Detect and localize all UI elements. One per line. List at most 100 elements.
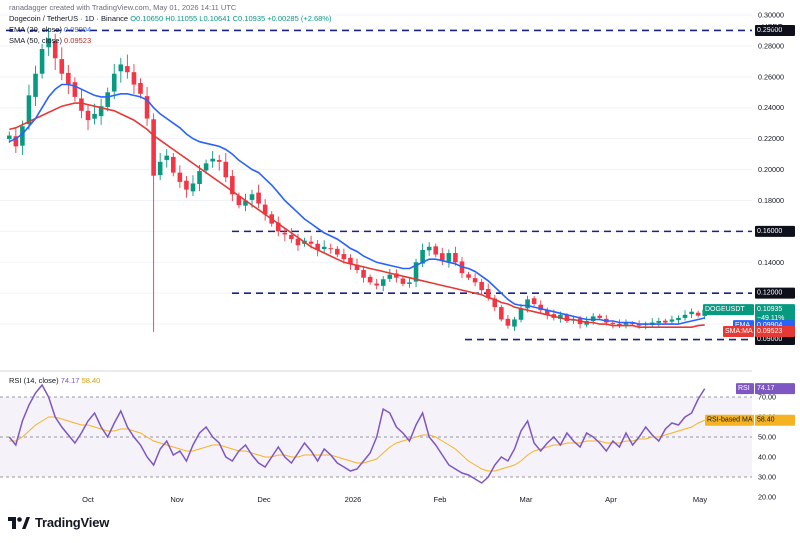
candle-body — [374, 283, 379, 286]
candle-body — [630, 323, 635, 325]
candle-body — [20, 126, 25, 146]
candle-body — [308, 241, 314, 244]
ohlc-values: O0.10650 H0.11055 L0.10641 C0.10935 +0.0… — [130, 14, 332, 23]
candle-body — [610, 322, 616, 325]
candle-body — [243, 200, 248, 206]
candle-body — [59, 59, 65, 74]
candle-body — [85, 110, 91, 121]
candle-body — [164, 155, 170, 160]
candle-body — [656, 321, 662, 323]
rsi-grid — [0, 396, 752, 478]
candle-body — [26, 95, 32, 125]
candle-body — [230, 176, 235, 195]
symbol-tag-text: DOGEUSDT — [705, 306, 745, 313]
last-price-tag-text: −49.11% — [757, 315, 784, 322]
candle-body — [289, 234, 294, 240]
rsi-value-tag-text: 74.17 — [757, 385, 775, 392]
candle-body — [328, 248, 334, 250]
candle-body — [92, 113, 97, 119]
candle-body — [321, 246, 327, 249]
candle-body — [66, 72, 71, 85]
level-tag-bg — [755, 287, 795, 299]
symbol-name: Dogecoin / TetherUS · 1D · Binance — [9, 14, 129, 23]
candle-body — [676, 317, 681, 321]
rsi-ma-value-tag-text: 58.40 — [757, 417, 775, 424]
candle-body — [249, 194, 255, 200]
candle-body — [433, 246, 439, 255]
candle-body — [33, 73, 38, 97]
tradingview-logo[interactable]: TradingView — [8, 515, 109, 530]
rsi-legend-value: 74.17 — [60, 376, 80, 385]
candle-body — [426, 246, 432, 251]
key-levels — [6, 29, 752, 341]
sma-name-tag-text: SMA:MA — [725, 328, 753, 335]
candle-body — [282, 232, 288, 235]
candle-body — [151, 119, 156, 176]
level-tag-bg — [755, 225, 795, 237]
candle-body — [689, 311, 694, 315]
candle-body — [387, 274, 393, 279]
candle-body — [177, 172, 183, 182]
rsi-value-tag-bg — [755, 383, 795, 395]
candle-body — [367, 276, 373, 283]
candle-body — [413, 262, 419, 282]
ema-legend-label: EMA (20, close) — [9, 25, 62, 34]
sma-legend[interactable]: SMA (50, close) 0.09523 — [9, 36, 91, 45]
candle-body — [466, 274, 471, 278]
candle-body — [341, 254, 347, 260]
candle-body — [361, 270, 366, 278]
candle-body — [335, 248, 340, 255]
rsi-tick-label: 40.00 — [758, 453, 776, 462]
time-tick-label: Nov — [170, 495, 184, 504]
candle-body — [617, 323, 622, 326]
candle-body — [380, 279, 386, 286]
time-tick-label: Feb — [434, 495, 447, 504]
candle-body — [394, 273, 399, 278]
ema20-line — [8, 83, 705, 325]
candle-body — [590, 316, 596, 321]
candle-body — [400, 278, 406, 284]
currency-label: USDT — [762, 22, 783, 31]
candle-body — [138, 82, 143, 94]
candle-body — [256, 192, 261, 204]
candle-body — [184, 180, 189, 190]
ema-legend-value: 0.09904 — [64, 25, 92, 34]
tradingview-logo-text: TradingView — [35, 515, 110, 530]
level-tag-text: 0.12000 — [757, 290, 782, 297]
candle-body — [505, 318, 511, 326]
time-tick-label: Apr — [605, 495, 617, 504]
level-tag-text: 0.16000 — [757, 228, 782, 235]
rsi-ma-name-tag-bg — [705, 414, 754, 426]
rsi-legend[interactable]: RSI (14, close) 74.17 58.40 — [9, 376, 100, 385]
candle-body — [118, 64, 124, 72]
rsi-ma-name-tag-text: RSI-based MA — [707, 417, 753, 424]
candle-body — [105, 92, 110, 107]
symbol-line: Dogecoin / TetherUS · 1D · Binance O0.10… — [9, 14, 331, 23]
candle-body — [446, 253, 452, 262]
candle-body — [485, 288, 491, 298]
candle-body — [512, 319, 517, 327]
candle-body — [525, 299, 530, 309]
rsi-line — [8, 383, 706, 484]
time-tick-label: May — [693, 495, 707, 504]
price-tick-label: 0.14000 — [758, 258, 784, 267]
price-tick-label: 0.28000 — [758, 41, 784, 50]
sma50-line — [9, 102, 705, 329]
candle-body — [216, 160, 222, 162]
candle-body — [492, 298, 498, 308]
rsi-ma-value-tag-bg — [755, 414, 795, 426]
ema-legend[interactable]: EMA (20, close) 0.09904 — [9, 25, 91, 34]
candle-body — [223, 161, 229, 178]
candle-body — [315, 243, 320, 250]
rsi-tick-label: 30.00 — [758, 473, 776, 482]
tradingview-logo-icon — [8, 516, 30, 529]
rsi-tick-label: 50.00 — [758, 433, 776, 442]
candle-body — [407, 282, 412, 284]
last-price-tag-text: 0.10935 — [757, 306, 782, 313]
candle-body — [72, 82, 78, 97]
candle-body — [157, 161, 163, 176]
rsi-ma-line — [9, 416, 705, 472]
candle-body — [262, 204, 268, 215]
rsi-tick-label: 70.00 — [758, 393, 776, 402]
